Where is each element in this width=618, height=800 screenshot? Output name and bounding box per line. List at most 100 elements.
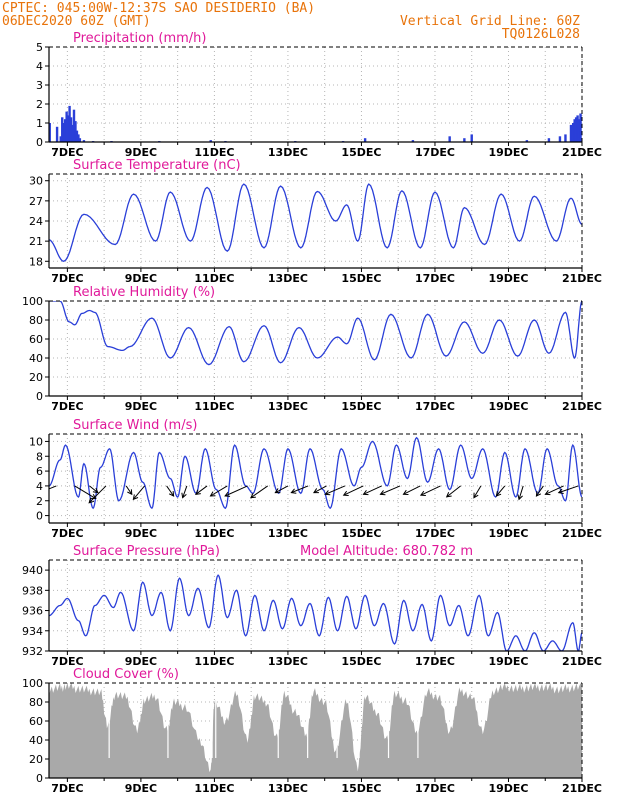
wind-line (49, 436, 582, 510)
precipitation-bar (558, 136, 562, 142)
temperature-panel: 18 21 24 27 30 7DEC 9DEC 11DEC 13DEC 15DEC 17DEC 19… (29, 158, 602, 285)
humidity-x-tick-label: 19DEC (488, 400, 528, 413)
wind-vector (166, 485, 175, 497)
pressure-title: Surface Pressure (hPa) (73, 544, 220, 559)
wind-title: Surface Wind (m/s) (73, 418, 197, 433)
precipitation-y-tick-label: 3 (36, 79, 43, 92)
precipitation-bar (68, 105, 71, 142)
temperature-x-tick-label: 9DEC (125, 272, 157, 285)
precipitation-y-tick-label: 4 (36, 60, 43, 73)
precipitation-bar (363, 138, 367, 142)
cloud-cover-gap (277, 683, 279, 758)
humidity-y-tick-label: 80 (29, 314, 43, 327)
cloud-cover-y-tick-label: 60 (29, 715, 43, 728)
humidity-line (49, 301, 582, 366)
wind-x-tick-label: 7DEC (51, 527, 83, 540)
wind-vector (125, 485, 133, 496)
humidity-x-tick-label: 7DEC (51, 400, 83, 413)
cloud-cover-y-tick-label: 80 (29, 696, 43, 709)
precipitation-bar (74, 121, 77, 142)
wind-vector (224, 485, 248, 497)
wind-vector (74, 485, 97, 500)
cloud-cover-panel: 0 20 40 60 80 100 7DEC 9DEC 11DEC 13DEC 15DEC 17DEC… (22, 667, 602, 795)
wind-y-tick-label: 6 (36, 465, 43, 478)
precipitation-bar (579, 113, 582, 142)
cloud-cover-gap (336, 683, 338, 758)
pressure-x-tick-label: 15DEC (341, 655, 381, 668)
precipitation-title: Precipitation (mm/h) (73, 31, 206, 46)
wind-y-tick-label: 2 (36, 495, 43, 508)
cloud-cover-area (49, 683, 582, 778)
precipitation-y-tick-label: 0 (36, 136, 43, 149)
precipitation-x-tick-label: 21DEC (562, 146, 602, 159)
precipitation-bar (78, 138, 82, 142)
precipitation-bar (59, 136, 62, 142)
precipitation-bar (448, 136, 451, 142)
precipitation-x-tick-label: 7DEC (51, 146, 83, 159)
precipitation-bar (463, 138, 466, 142)
precipitation-x-tick-label: 9DEC (125, 146, 157, 159)
pressure-line (49, 574, 582, 651)
precipitation-bar (571, 123, 575, 142)
cloud-cover-x-tick-label: 9DEC (125, 782, 157, 795)
pressure-x-tick-label: 7DEC (51, 655, 83, 668)
wind-vector (535, 485, 544, 497)
humidity-y-tick-label: 40 (29, 352, 43, 365)
wind-x-tick-label: 21DEC (562, 527, 602, 540)
precipitation-panel: 0 1 2 3 4 5 7DEC 9DEC 11DEC 13DEC 15DEC 17DEC 19DEC 2… (36, 31, 602, 159)
cloud-cover-x-tick-label: 13DEC (268, 782, 308, 795)
wind-y-tick-label: 10 (29, 435, 43, 448)
precipitation-bar (470, 134, 473, 142)
wind-vector (250, 485, 269, 499)
precipitation-x-tick-label: 17DEC (415, 146, 455, 159)
pressure-x-tick-label: 17DEC (415, 655, 455, 668)
precipitation-bar (574, 117, 578, 142)
cloud-cover-y-tick-label: 20 (29, 753, 43, 766)
header-date: 06DEC2020 60Z (GMT) (2, 14, 151, 29)
wind-vector (274, 485, 289, 494)
precipitation-bar (547, 138, 551, 142)
wind-x-tick-label: 11DEC (194, 527, 234, 540)
precipitation-bar (75, 130, 79, 142)
precipitation-bar (569, 124, 573, 142)
pressure-y-tick-label: 932 (22, 645, 43, 658)
precipitation-bar (65, 111, 68, 142)
wind-y-tick-label: 8 (36, 450, 43, 463)
pressure-y-tick-label: 936 (22, 605, 43, 618)
wind-vector (88, 485, 107, 504)
precipitation-x-tick-label: 19DEC (488, 146, 528, 159)
precipitation-bar (66, 115, 70, 142)
cloud-cover-gap (417, 683, 419, 758)
cloud-cover-x-tick-label: 15DEC (341, 782, 381, 795)
humidity-y-tick-label: 0 (36, 390, 43, 403)
cloud-cover-y-tick-label: 40 (29, 734, 43, 747)
wind-vector (195, 485, 208, 495)
pressure-x-tick-label: 21DEC (562, 655, 602, 668)
precipitation-bar (577, 119, 581, 142)
humidity-y-tick-label: 60 (29, 333, 43, 346)
wind-vector (445, 485, 462, 498)
precipitation-bar (564, 134, 567, 142)
humidity-x-tick-label: 15DEC (341, 400, 381, 413)
pressure-y-tick-label: 940 (22, 564, 43, 577)
humidity-x-tick-label: 9DEC (125, 400, 157, 413)
cloud-cover-x-tick-label: 11DEC (194, 782, 234, 795)
wind-vector (402, 485, 421, 495)
cloud-cover-gap (307, 683, 309, 758)
temperature-x-tick-label: 11DEC (194, 272, 234, 285)
wind-x-tick-label: 19DEC (488, 527, 528, 540)
temperature-title: Surface Temperature (nC) (73, 158, 241, 173)
temperature-x-tick-label: 19DEC (488, 272, 528, 285)
temperature-x-tick-label: 7DEC (51, 272, 83, 285)
cloud-cover-x-tick-label: 19DEC (488, 782, 528, 795)
temperature-y-tick-label: 27 (29, 195, 43, 208)
model-altitude-label: Model Altitude: 680.782 m (300, 544, 473, 559)
cloud-cover-gap (167, 683, 169, 758)
temperature-y-tick-label: 24 (29, 215, 43, 228)
precipitation-y-tick-label: 5 (36, 41, 43, 54)
humidity-y-tick-label: 100 (22, 295, 43, 308)
wind-vector (342, 485, 364, 496)
wind-vector (313, 485, 327, 494)
precipitation-y-tick-label: 1 (36, 117, 43, 130)
humidity-x-tick-label: 17DEC (415, 400, 455, 413)
